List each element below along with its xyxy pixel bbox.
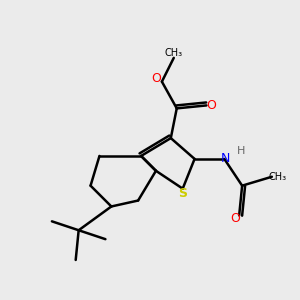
Text: CH₃: CH₃ [269, 172, 287, 182]
Text: O: O [230, 212, 240, 225]
Text: O: O [152, 72, 161, 85]
Text: CH₃: CH₃ [165, 48, 183, 59]
Text: N: N [221, 152, 230, 165]
Text: O: O [206, 99, 216, 112]
Text: S: S [178, 187, 187, 200]
Text: H: H [236, 146, 245, 157]
